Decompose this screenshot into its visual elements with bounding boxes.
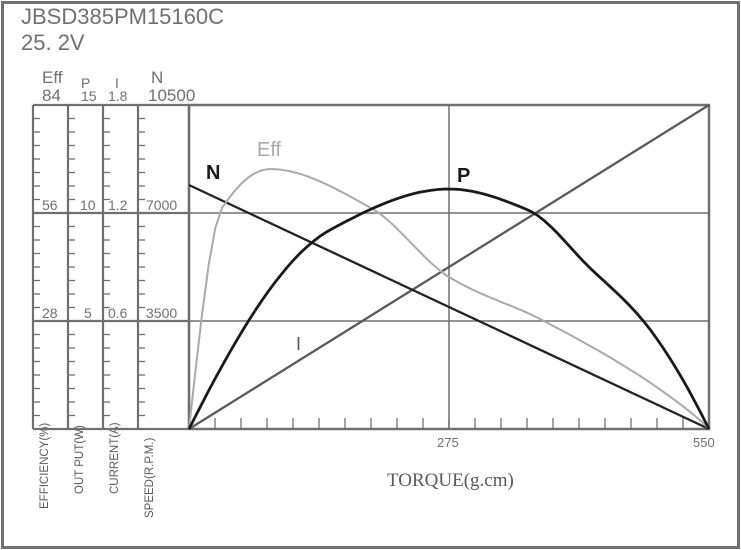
svg-text:1.8: 1.8 bbox=[108, 88, 128, 104]
svg-text:Eff: Eff bbox=[257, 139, 282, 161]
svg-text:EFFICIENCY(%): EFFICIENCY(%) bbox=[39, 423, 51, 509]
svg-text:28: 28 bbox=[42, 305, 58, 321]
svg-text:CURRENT(A): CURRENT(A) bbox=[109, 422, 121, 494]
svg-text:550: 550 bbox=[693, 435, 715, 450]
svg-text:1.2: 1.2 bbox=[108, 197, 128, 213]
svg-text:TORQUE(g.cm): TORQUE(g.cm) bbox=[387, 470, 514, 491]
svg-text:3500: 3500 bbox=[146, 305, 177, 321]
svg-text:10500: 10500 bbox=[148, 86, 195, 105]
svg-text:N: N bbox=[151, 68, 163, 87]
svg-text:275: 275 bbox=[437, 435, 459, 450]
svg-text:N: N bbox=[206, 162, 220, 184]
svg-text:I: I bbox=[296, 334, 301, 354]
svg-text:56: 56 bbox=[42, 197, 58, 213]
svg-text:Eff: Eff bbox=[42, 68, 63, 87]
svg-text:SPEED(R.P.M.): SPEED(R.P.M.) bbox=[144, 438, 156, 518]
svg-text:15: 15 bbox=[81, 88, 97, 104]
svg-text:10: 10 bbox=[80, 197, 96, 213]
svg-text:84: 84 bbox=[42, 86, 61, 105]
svg-text:7000: 7000 bbox=[146, 197, 177, 213]
svg-text:0.6: 0.6 bbox=[108, 305, 128, 321]
svg-text:P: P bbox=[457, 165, 470, 187]
svg-text:5: 5 bbox=[84, 305, 92, 321]
svg-text:OUT PUT(W): OUT PUT(W) bbox=[74, 425, 86, 494]
